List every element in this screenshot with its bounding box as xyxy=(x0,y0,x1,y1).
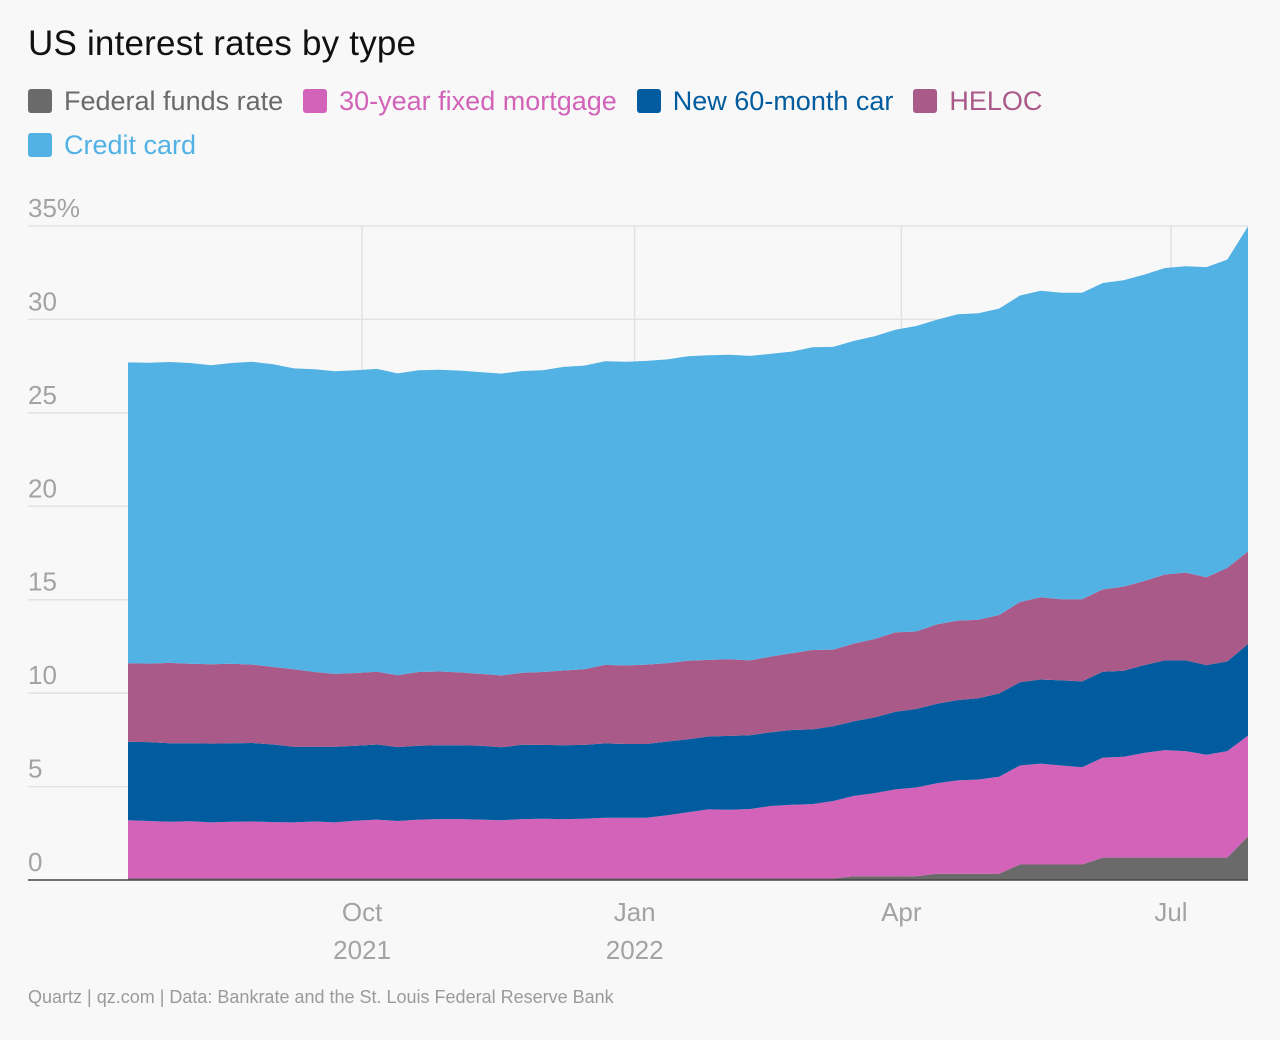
area-heloc xyxy=(128,551,1248,748)
y-tick-label: 0 xyxy=(28,847,42,877)
legend-swatch xyxy=(28,89,52,113)
x-tick-label: 2021 xyxy=(333,935,391,965)
legend-label: 30-year fixed mortgage xyxy=(339,85,617,116)
y-tick-label: 30 xyxy=(28,286,57,316)
legend-swatch xyxy=(303,89,328,113)
legend-item-heloc: HELOC xyxy=(913,86,1042,116)
area-30-year-fixed-mortgage xyxy=(128,735,1248,879)
y-tick-label: 5 xyxy=(28,754,42,784)
chart-title: US interest rates by type xyxy=(28,24,417,63)
y-tick-label: 25 xyxy=(28,380,57,410)
legend-label: New 60-month car xyxy=(672,85,894,116)
area-new-60-month-car xyxy=(128,644,1248,823)
legend-swatch xyxy=(913,89,938,113)
legend-swatch xyxy=(28,133,52,157)
x-tick-label: Apr xyxy=(881,897,922,927)
legend: Federal funds rate 30-year fixed mortgage… xyxy=(28,86,1128,160)
chart-area: 0 5 10 15 20 25 30 35% Oct 2021 Jan 2022 Apr Jul xyxy=(28,193,1248,965)
area-credit-card xyxy=(128,226,1248,676)
legend-label: Credit card xyxy=(64,129,197,160)
legend-label: HELOC xyxy=(949,85,1043,116)
y-tick-label: 15 xyxy=(28,567,57,597)
legend-swatch xyxy=(636,89,661,113)
x-tick-label: Jan xyxy=(614,897,656,927)
legend-item-new-60-month-car: New 60-month car xyxy=(636,85,894,116)
y-tick-label: 10 xyxy=(28,660,57,690)
legend-item-federal-funds-rate: Federal funds rate xyxy=(28,86,283,116)
legend-label: Federal funds rate xyxy=(64,85,284,116)
legend-item-credit-card: Credit card xyxy=(28,130,196,160)
legend-item-30-year-fixed-mortgage: 30-year fixed mortgage xyxy=(303,86,617,116)
area-federal-funds-rate xyxy=(128,836,1248,880)
x-tick-label: Jul xyxy=(1154,897,1187,927)
y-tick-label: 20 xyxy=(28,473,57,503)
source-note: Quartz | qz.com | Data: Bankrate and the… xyxy=(28,987,614,1007)
x-tick-label: Oct xyxy=(342,897,383,927)
x-tick-label: 2022 xyxy=(606,935,664,965)
y-tick-label: 35% xyxy=(28,193,80,223)
